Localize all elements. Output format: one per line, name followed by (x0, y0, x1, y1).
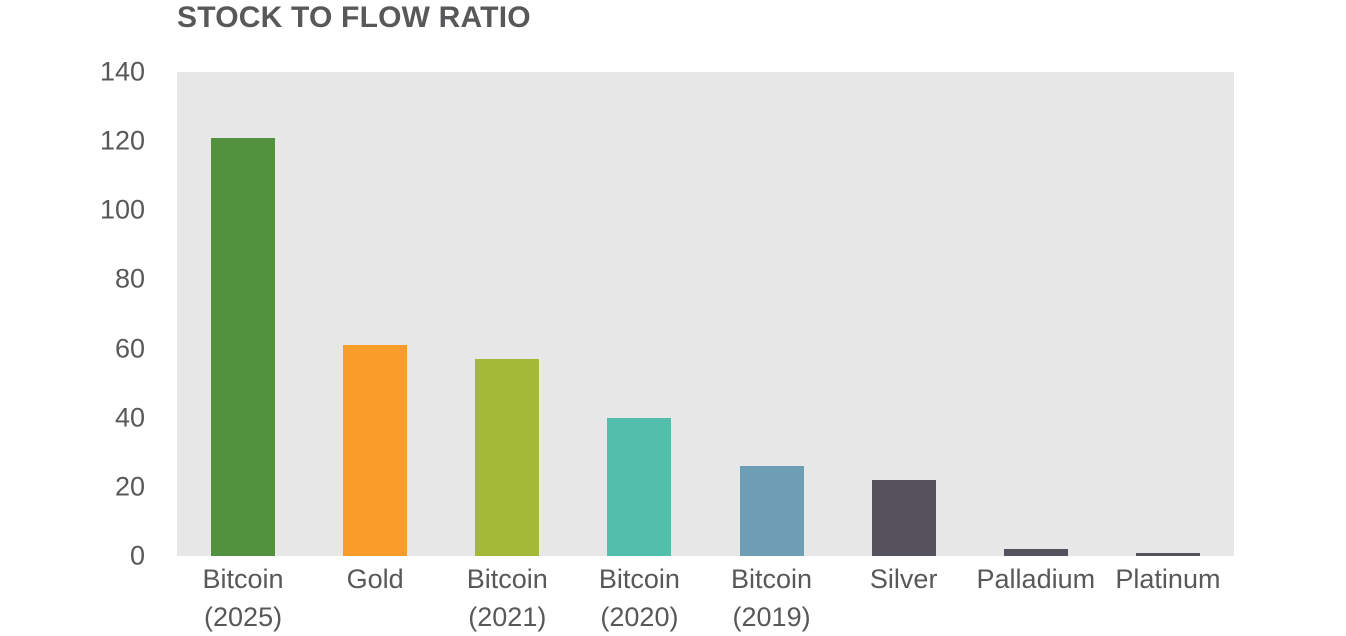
x-axis-label: Bitcoin (2021) (441, 560, 573, 636)
bar[interactable] (475, 358, 540, 556)
x-axis-label: Bitcoin (2025) (177, 560, 309, 636)
bar-slot (441, 72, 573, 556)
x-axis-label-line1: Platinum (1115, 564, 1221, 594)
x-axis-label-line1: Gold (346, 564, 404, 594)
x-axis-label: Gold (309, 560, 441, 598)
x-axis-label-line2: (2019) (732, 602, 811, 632)
y-axis-tick: 40 (114, 402, 145, 433)
bars-layer (177, 72, 1234, 556)
y-axis-tick: 0 (129, 540, 145, 571)
y-axis-tick: 100 (99, 194, 145, 225)
plot-area (177, 72, 1234, 556)
x-axis-label-line2: (2021) (468, 602, 547, 632)
x-axis-label-line1: Silver (869, 564, 938, 594)
bar-slot (838, 72, 970, 556)
x-axis-label-line2: (2020) (600, 602, 679, 632)
x-axis-label: Palladium (970, 560, 1102, 598)
x-axis-label-line1: Bitcoin (466, 564, 548, 594)
x-axis-label-line2: (2025) (204, 602, 283, 632)
bar-slot (970, 72, 1102, 556)
y-axis: 140 120 100 80 60 40 20 0 (0, 58, 161, 569)
chart-title: STOCK TO FLOW RATIO (177, 1, 531, 34)
x-axis-label: Bitcoin (2019) (706, 560, 838, 636)
x-axis-label-line1: Bitcoin (731, 564, 813, 594)
y-axis-tick: 120 (99, 125, 145, 156)
bar-slot (309, 72, 441, 556)
x-axis-label: Bitcoin (2020) (573, 560, 705, 636)
y-axis-tick: 20 (114, 471, 145, 502)
x-axis: Bitcoin (2025) Gold Bitcoin (2021) Bitcoin (20… (177, 560, 1234, 634)
bar[interactable] (739, 466, 804, 556)
x-axis-label-line1: Bitcoin (598, 564, 680, 594)
bar[interactable] (211, 137, 276, 556)
bar[interactable] (607, 417, 672, 556)
bar-slot (573, 72, 705, 556)
x-axis-label-line1: Bitcoin (202, 564, 284, 594)
bar[interactable] (871, 479, 936, 556)
x-axis-label: Silver (838, 560, 970, 598)
bar-slot (177, 72, 309, 556)
x-axis-label: Platinum (1102, 560, 1234, 598)
bar[interactable] (1003, 549, 1068, 556)
x-axis-label-line1: Palladium (976, 564, 1096, 594)
bar-slot (1102, 72, 1234, 556)
bar[interactable] (343, 345, 408, 556)
y-axis-tick: 140 (99, 56, 145, 87)
bar[interactable] (1135, 552, 1200, 556)
y-axis-tick: 80 (114, 263, 145, 294)
y-axis-tick: 60 (114, 333, 145, 364)
bar-slot (706, 72, 838, 556)
